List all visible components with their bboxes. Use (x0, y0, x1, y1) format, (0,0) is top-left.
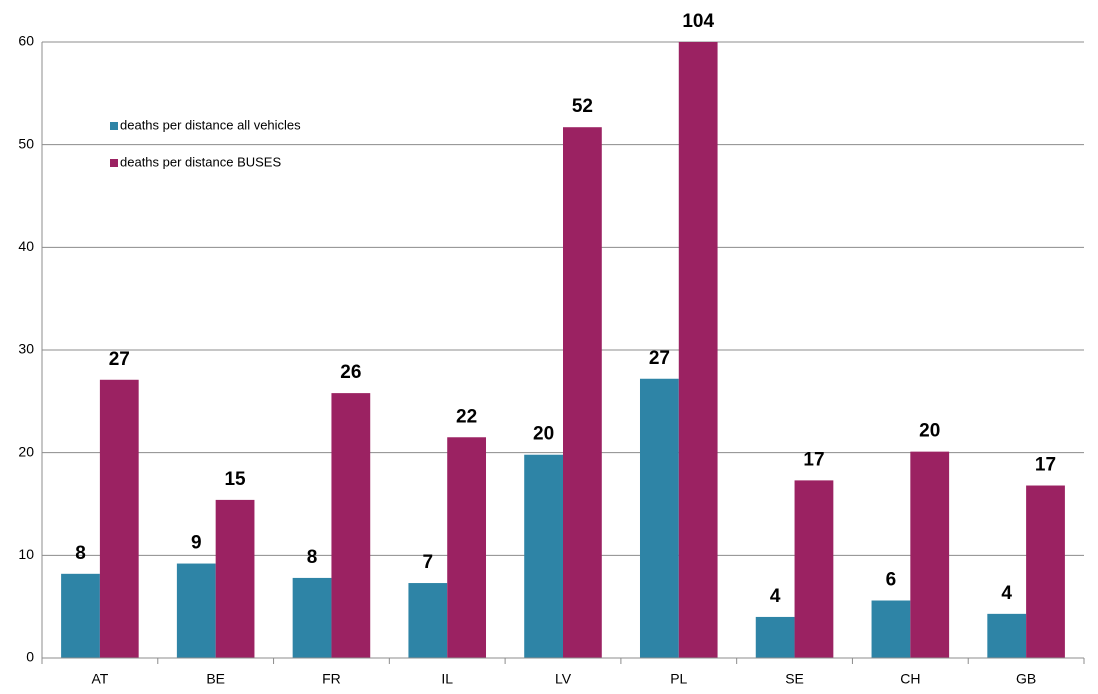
x-tick-label: FR (322, 671, 341, 687)
bar (678, 42, 718, 658)
value-label: 52 (572, 96, 593, 117)
bar (987, 613, 1027, 658)
y-tick-label: 50 (18, 135, 34, 151)
bar (1026, 485, 1065, 658)
value-label: 22 (456, 406, 477, 427)
x-tick-label: SE (785, 671, 804, 687)
y-tick-label: 0 (26, 649, 34, 665)
bar (408, 583, 448, 658)
value-label: 20 (533, 424, 554, 445)
bar (215, 499, 255, 658)
y-tick-label: 20 (18, 443, 34, 459)
legend-swatch (110, 159, 118, 167)
value-label: 17 (803, 449, 824, 470)
bar (563, 127, 602, 658)
bar (910, 451, 950, 658)
y-tick-label: 60 (18, 33, 34, 49)
value-label: 27 (649, 348, 670, 369)
y-tick-label: 30 (18, 341, 34, 357)
value-label: 9 (191, 533, 202, 554)
value-label: 8 (75, 543, 86, 564)
bar (176, 563, 216, 658)
bar (331, 393, 371, 658)
bar (447, 437, 487, 658)
bar (524, 454, 563, 658)
value-label: 4 (1001, 583, 1012, 604)
bar (61, 573, 100, 658)
bar (794, 480, 834, 658)
legend-label: deaths per distance BUSES (120, 154, 281, 169)
x-tick-label: AT (91, 671, 108, 687)
y-tick-label: 40 (18, 238, 34, 254)
legend-swatch (110, 122, 118, 130)
x-tick-label: CH (900, 671, 920, 687)
x-tick-label: BE (206, 671, 225, 687)
bar (755, 616, 795, 658)
value-label: 17 (1035, 455, 1056, 476)
bar (292, 577, 332, 658)
value-label: 15 (224, 469, 246, 490)
value-label: 8 (307, 547, 318, 568)
x-tick-label: GB (1016, 671, 1036, 687)
value-label: 20 (919, 421, 940, 442)
bar (99, 379, 139, 658)
x-tick-label: LV (555, 671, 572, 687)
y-tick-label: 10 (18, 546, 34, 562)
value-label: 27 (109, 349, 130, 370)
value-label: 4 (770, 586, 781, 607)
bar (871, 600, 911, 658)
value-label: 104 (682, 11, 714, 32)
value-label: 7 (423, 552, 434, 573)
bar (639, 378, 679, 658)
foreground: 0 10 20 30 40 50 60 AT 8 27 BE 9 15 FR 8 26 IL 7 22 LV 20 52 P… (18, 11, 1085, 687)
value-label: 26 (340, 362, 361, 383)
legend-label: deaths per distance all vehicles (120, 117, 301, 132)
value-label: 6 (886, 570, 897, 591)
x-tick-label: IL (441, 671, 453, 687)
x-tick-label: PL (670, 671, 687, 687)
bars (61, 42, 1065, 658)
